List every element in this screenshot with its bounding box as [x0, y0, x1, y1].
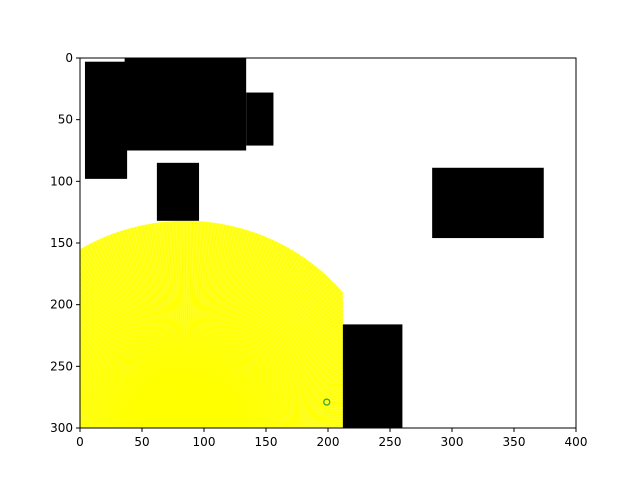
y-tick-label: 250 [50, 359, 73, 373]
obstacle [246, 93, 273, 146]
x-tick-label: 200 [317, 435, 340, 449]
y-tick-label: 50 [58, 113, 73, 127]
y-tick-label: 200 [50, 298, 73, 312]
x-tick-label: 100 [193, 435, 216, 449]
x-tick-label: 250 [379, 435, 402, 449]
x-tick-label: 150 [255, 435, 278, 449]
obstacle [157, 163, 199, 221]
y-tick-label: 0 [65, 51, 73, 65]
x-tick-label: 50 [134, 435, 149, 449]
obstacle [85, 62, 127, 179]
x-tick-label: 0 [76, 435, 84, 449]
obstacle [343, 324, 403, 428]
x-tick-label: 400 [565, 435, 588, 449]
y-tick-label: 100 [50, 174, 73, 188]
x-tick-label: 350 [503, 435, 526, 449]
obstacle [125, 58, 247, 151]
y-tick-label: 300 [50, 421, 73, 435]
x-tick-label: 300 [441, 435, 464, 449]
obstacle [432, 168, 544, 238]
y-tick-label: 150 [50, 236, 73, 250]
